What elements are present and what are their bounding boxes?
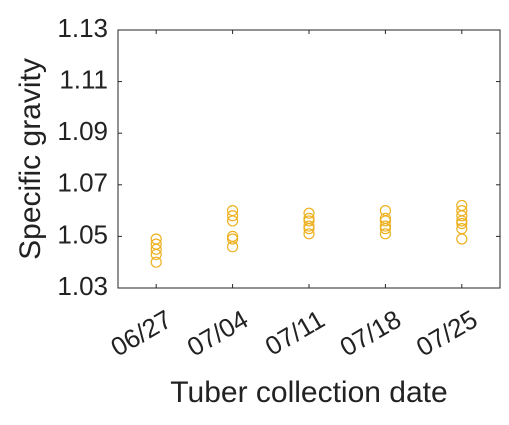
x-tick-label: 07/11	[260, 304, 330, 362]
point	[303, 228, 315, 240]
y-tick-label: 1.05	[57, 219, 108, 249]
point	[379, 228, 391, 240]
point	[150, 256, 162, 268]
y-axis-label: Specific gravity	[14, 58, 47, 260]
y-tick-label: 1.07	[57, 168, 108, 198]
point	[379, 220, 391, 232]
point	[303, 223, 315, 235]
point	[303, 215, 315, 227]
plot-frame	[117, 29, 501, 289]
point	[150, 248, 162, 261]
point	[227, 233, 239, 245]
point	[227, 241, 239, 253]
point	[456, 210, 468, 222]
point	[227, 230, 239, 242]
point	[227, 210, 239, 222]
x-tick-label: 07/25	[411, 304, 482, 363]
x-axis-label: Tuber collection date	[170, 376, 447, 409]
y-tick-label: 1.13	[57, 13, 108, 43]
point	[456, 215, 468, 227]
y-tick-label: 1.09	[57, 116, 108, 146]
point	[456, 233, 468, 245]
x-tick-label: 07/04	[182, 304, 253, 363]
point	[227, 215, 239, 227]
y-tick-label: 1.03	[57, 271, 108, 301]
x-tick-label: 07/18	[335, 304, 406, 363]
point	[303, 220, 315, 232]
y-tick-label: 1.11	[59, 64, 108, 94]
point	[379, 223, 391, 235]
point	[379, 215, 391, 227]
point	[456, 217, 468, 230]
point	[150, 243, 162, 255]
point	[303, 207, 315, 219]
x-tick-label: 06/27	[105, 304, 176, 363]
